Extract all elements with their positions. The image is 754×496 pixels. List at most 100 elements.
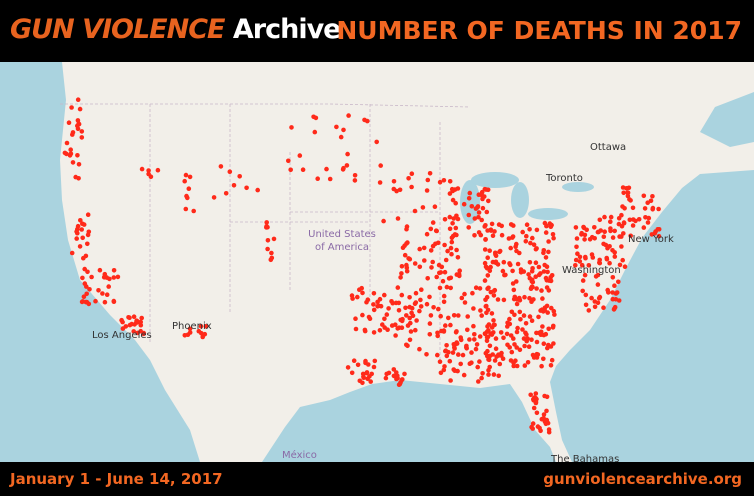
source-url: gunviolencearchive.org — [543, 470, 742, 488]
incident-dot — [595, 282, 601, 287]
incident-dot — [444, 284, 450, 290]
incident-dot — [586, 308, 592, 313]
incident-dot — [395, 216, 401, 221]
incident-dot — [410, 313, 416, 319]
incident-dot — [487, 343, 493, 349]
incident-dot — [430, 243, 436, 249]
incident-dot — [447, 214, 453, 220]
incident-dot — [446, 315, 451, 321]
incident-dot — [371, 364, 377, 370]
incident-dot — [529, 318, 535, 324]
incident-dot — [438, 370, 444, 376]
incident-dot — [583, 254, 588, 260]
incident-dot — [396, 308, 402, 313]
incident-dot — [580, 278, 586, 283]
incident-dot — [68, 151, 74, 157]
incident-dot — [438, 313, 444, 319]
incident-dot — [625, 190, 630, 195]
incident-dot — [385, 327, 390, 333]
incident-dot — [417, 246, 423, 252]
incident-dot — [111, 299, 117, 304]
incident-dot — [509, 309, 515, 315]
incident-dot — [427, 294, 432, 300]
incident-dot — [546, 427, 552, 432]
incident-dot — [100, 291, 105, 296]
incident-dot — [610, 235, 616, 240]
incident-dot — [244, 185, 249, 191]
atlantic-ocean — [550, 170, 754, 462]
incident-dot — [517, 298, 523, 303]
incident-dot — [577, 254, 583, 260]
incident-dot — [83, 299, 89, 305]
lake — [471, 172, 519, 188]
incident-dot — [237, 174, 242, 179]
incident-dot — [616, 298, 622, 303]
incident-dot — [514, 301, 520, 307]
incident-dot — [546, 342, 551, 348]
incident-dot — [74, 229, 79, 234]
incident-dot — [344, 163, 350, 168]
incident-dot — [589, 252, 595, 257]
incident-dot — [546, 326, 551, 332]
incident-dot — [485, 255, 491, 260]
incident-dot — [345, 365, 351, 370]
incident-dot — [656, 233, 662, 239]
incident-dot — [380, 322, 385, 327]
incident-dot — [265, 238, 271, 243]
incident-dot — [69, 105, 74, 110]
incident-dot — [491, 372, 497, 377]
incident-dot — [85, 241, 90, 247]
incident-dot — [523, 239, 529, 244]
incident-dot — [404, 226, 409, 232]
incident-dot — [106, 284, 111, 289]
incident-dot — [413, 290, 419, 296]
incident-dot — [425, 177, 431, 183]
incident-dot — [397, 187, 403, 193]
incident-dot — [84, 284, 89, 289]
incident-dot — [485, 273, 491, 278]
incident-dot — [399, 292, 405, 298]
incident-dot — [645, 220, 651, 225]
incident-dot — [223, 191, 229, 196]
incident-dot — [126, 315, 131, 320]
incident-dot — [541, 415, 546, 421]
incident-dot — [511, 336, 516, 341]
incident-dot — [482, 260, 488, 266]
incident-dot — [529, 299, 534, 304]
incident-dot — [477, 359, 482, 364]
incident-dot — [605, 287, 610, 293]
incident-dot — [525, 336, 530, 341]
incident-dot — [549, 273, 555, 278]
incident-dot — [404, 241, 409, 246]
incident-dot — [532, 395, 537, 400]
incident-dot — [390, 300, 396, 306]
incident-dot — [478, 232, 484, 238]
incident-dot — [353, 326, 359, 332]
incident-dot — [543, 331, 549, 337]
incident-dot — [546, 249, 551, 255]
incident-dot — [597, 260, 602, 265]
incident-dot — [533, 274, 538, 279]
incident-dot — [371, 291, 377, 296]
incident-dot — [592, 304, 598, 310]
incident-dot — [427, 332, 433, 337]
place-label: Toronto — [545, 173, 583, 184]
incident-dot — [531, 242, 537, 247]
incident-dot — [452, 344, 457, 350]
incident-dot — [381, 218, 386, 224]
incident-dot — [539, 307, 545, 312]
incident-dot — [527, 260, 533, 265]
incident-dot — [138, 319, 143, 325]
incident-dot — [495, 262, 501, 267]
incident-dot — [405, 323, 411, 328]
incident-dot — [269, 250, 274, 256]
incident-dot — [456, 352, 461, 357]
incident-dot — [534, 330, 539, 336]
incident-dot — [509, 349, 515, 355]
incident-dot — [551, 341, 556, 346]
incident-dot — [577, 259, 583, 264]
incident-dot — [573, 263, 578, 268]
incident-dot — [624, 186, 629, 191]
lake — [562, 182, 594, 192]
incident-dot — [371, 330, 377, 335]
